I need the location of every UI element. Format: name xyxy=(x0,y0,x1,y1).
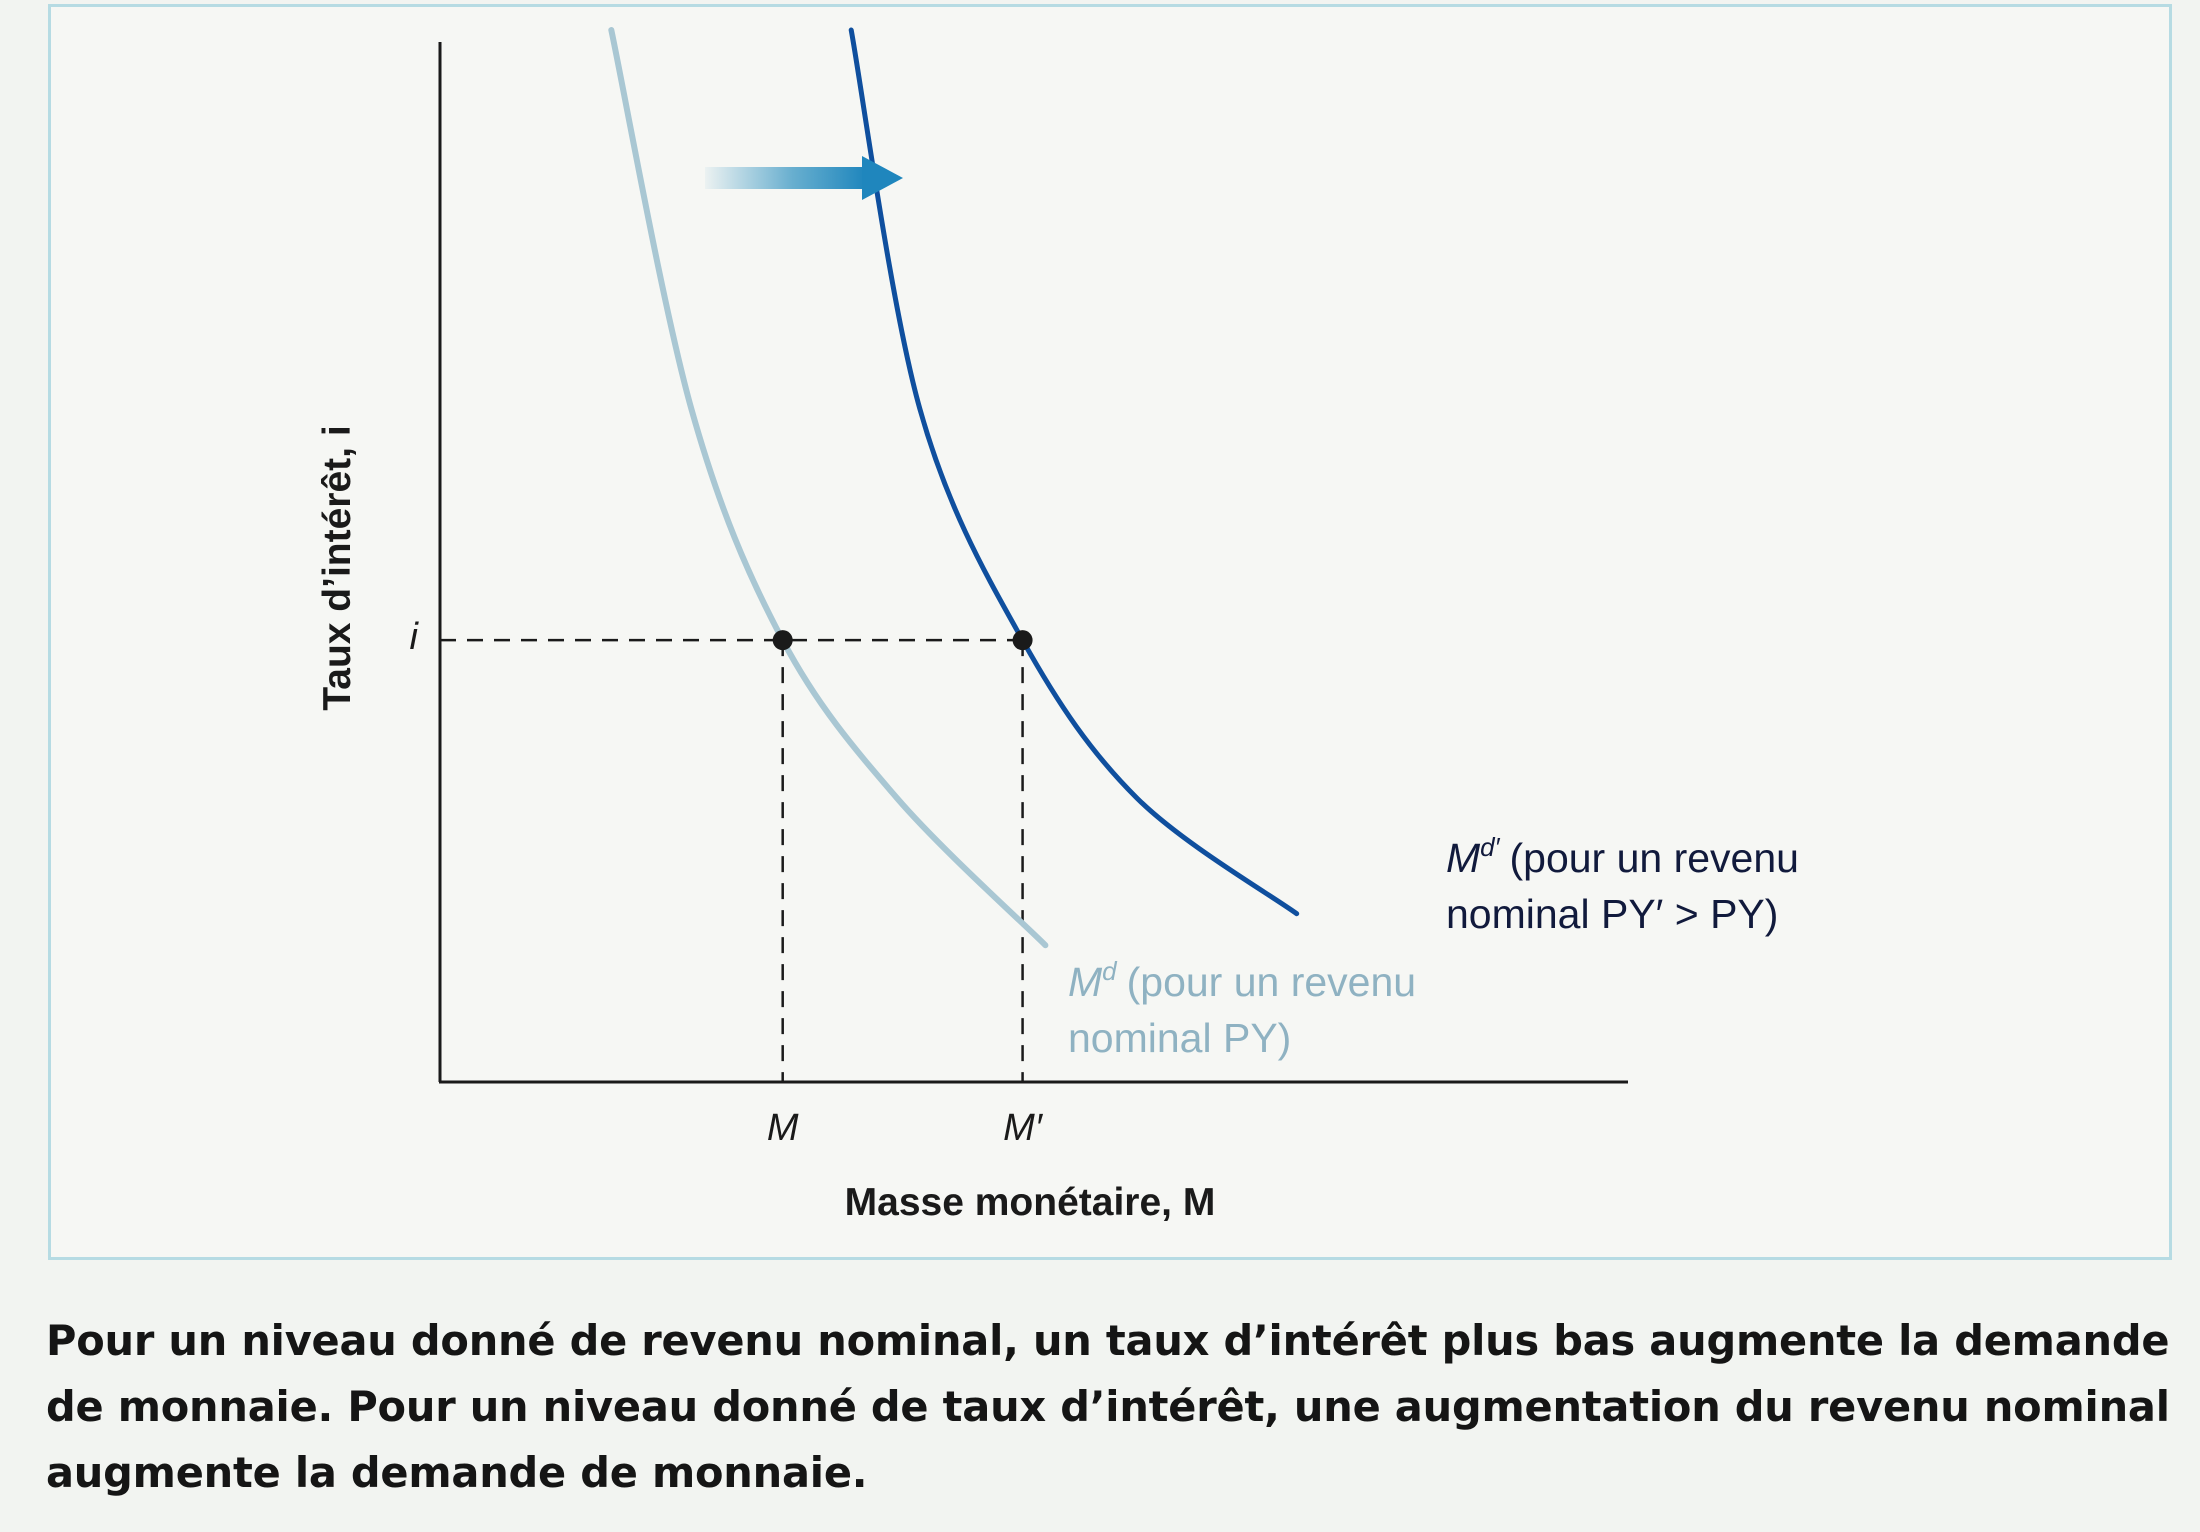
curve-label-md-line2: nominal PY) xyxy=(1068,1015,1291,1061)
x-tick-label-m: M xyxy=(767,1107,799,1149)
curve-label-md-prime-line1: Md′ (pour un revenu xyxy=(1446,832,1799,881)
money-demand-curve-md xyxy=(608,27,1049,949)
money-demand-chart: M M′ i Md′ (pour un revenu nominal PY′ > PY) M… xyxy=(316,27,1799,1224)
money-demand-curve-md-prime xyxy=(848,27,1300,917)
curve-label-md-prime-line2: nominal PY′ > PY) xyxy=(1446,891,1778,937)
figure-caption: Pour un niveau donné de revenu nominal, … xyxy=(46,1316,2170,1497)
equilibrium-point-2 xyxy=(1012,630,1033,651)
x-tick-label-m-prime: M′ xyxy=(1003,1107,1044,1149)
y-axis-label: Taux d’intérêt, i xyxy=(316,425,359,710)
shift-arrow-shaft xyxy=(705,167,865,189)
equilibrium-point-1 xyxy=(772,630,793,651)
curve-label-md-line1: Md (pour un revenu xyxy=(1068,956,1416,1005)
y-tick-label-i: i xyxy=(410,616,420,658)
x-axis-label: Masse monétaire, M xyxy=(845,1181,1216,1224)
shift-arrow-head xyxy=(862,156,903,200)
figure-frame xyxy=(48,4,2172,1260)
